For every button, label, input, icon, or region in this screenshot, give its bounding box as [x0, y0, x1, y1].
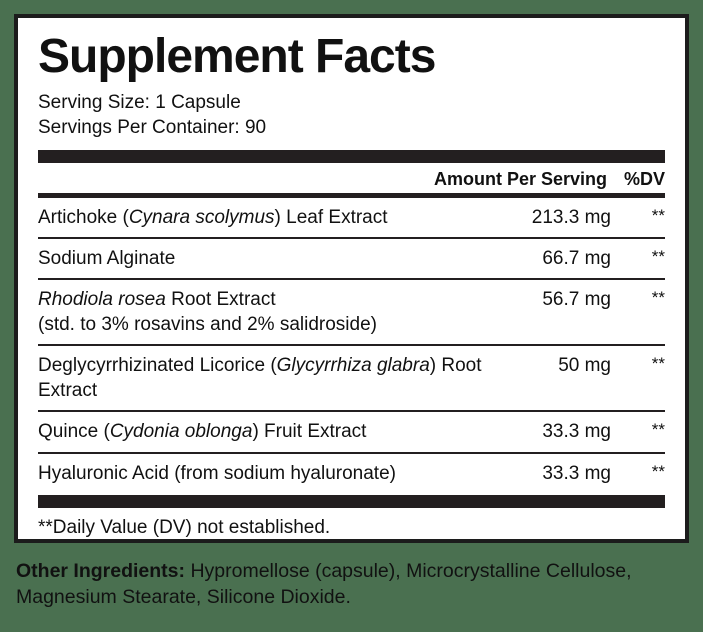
table-row: Deglycyrrhizinated Licorice (Glycyrrhiza…: [38, 346, 665, 410]
divider-thick-bottom: [38, 494, 665, 508]
panel-inner: Supplement Facts Serving Size: 1 Capsule…: [18, 30, 685, 539]
other-ingredients-label: Other Ingredients:: [16, 560, 186, 582]
serving-info: Serving Size: 1 Capsule Servings Per Con…: [38, 91, 665, 140]
table-row: Artichoke (Cynara scolymus) Leaf Extract…: [38, 198, 665, 237]
ingredient-name-pre: Hyaluronic Acid (from sodium hyaluronate…: [38, 462, 396, 484]
divider-thick-top: [38, 150, 665, 164]
ingredient-name: Artichoke (Cynara scolymus) Leaf Extract: [38, 205, 493, 230]
ingredient-standardization: (std. to 3% rosavins and 2% salidroside): [38, 314, 377, 336]
divider-row: [38, 344, 665, 347]
divider-medium-header: [38, 193, 665, 199]
ingredient-name-scientific: Cydonia oblonga: [109, 421, 253, 443]
ingredient-name-scientific: Cynara scolymus: [128, 207, 275, 229]
table-row: Rhodiola rosea Root Extract (std. to 3% …: [38, 280, 665, 344]
divider-row: [38, 451, 665, 454]
ingredient-name-post: Root Extract: [165, 289, 276, 311]
ingredient-name: Quince (Cydonia oblonga) Fruit Extract: [38, 419, 493, 444]
ingredient-name-pre: Deglycyrrhizinated Licorice (: [38, 355, 277, 377]
ingredient-percent-dv: **: [651, 354, 665, 374]
ingredient-percent-dv: **: [651, 247, 665, 267]
ingredient-percent-dv: **: [651, 206, 665, 226]
header-amount-per-serving: Amount Per Serving: [433, 169, 607, 190]
page-title: Supplement Facts: [38, 30, 436, 83]
ingredient-name-pre: Sodium Alginate: [38, 248, 176, 270]
table-row: Hyaluronic Acid (from sodium hyaluronate…: [38, 454, 665, 493]
ingredient-name-line: Rhodiola rosea Root Extract: [38, 287, 493, 312]
table-row: Quince (Cydonia oblonga) Fruit Extract 3…: [38, 412, 665, 451]
other-ingredients: Other Ingredients: Hypromellose (capsule…: [16, 559, 694, 611]
serving-size: Serving Size: 1 Capsule: [38, 92, 241, 114]
ingredient-name-scientific: Glycyrrhiza glabra: [276, 355, 430, 377]
daily-value-footnote: **Daily Value (DV) not established.: [38, 516, 331, 538]
divider-row: [38, 278, 665, 281]
table-row: Sodium Alginate 66.7 mg **: [38, 239, 665, 278]
ingredient-percent-dv: **: [651, 461, 665, 481]
ingredient-amount: 56.7 mg: [542, 289, 611, 311]
ingredient-amount: 50 mg: [558, 355, 611, 377]
ingredient-amount: 33.3 mg: [542, 462, 611, 484]
ingredient-name: Hyaluronic Acid (from sodium hyaluronate…: [38, 461, 493, 486]
ingredient-name-post: ) Fruit Extract: [252, 421, 367, 443]
ingredient-name-scientific: Rhodiola rosea: [38, 289, 166, 311]
ingredient-name-pre: Artichoke (: [38, 207, 129, 229]
ingredient-name: Rhodiola rosea Root Extract (std. to 3% …: [38, 287, 493, 337]
ingredient-name: Deglycyrrhizinated Licorice (Glycyrrhiza…: [38, 353, 519, 403]
ingredient-name-post: ) Root Extract: [38, 355, 482, 402]
ingredient-amount: 66.7 mg: [542, 248, 611, 270]
ingredient-percent-dv: **: [651, 288, 665, 308]
divider-row: [38, 410, 665, 413]
ingredient-name-pre: Quince (: [38, 421, 110, 443]
table-header-row: Amount Per Serving %DV: [38, 163, 665, 193]
divider-row: [38, 237, 665, 240]
header-percent-dv: %DV: [623, 169, 665, 190]
ingredient-name: Sodium Alginate: [38, 246, 493, 271]
ingredient-amount: 33.3 mg: [542, 421, 611, 443]
ingredient-name-post: ) Leaf Extract: [274, 207, 388, 229]
supplement-facts-panel: Supplement Facts Serving Size: 1 Capsule…: [14, 14, 689, 543]
servings-per-container: Servings Per Container: 90: [38, 116, 267, 138]
other-ingredients-text: Hypromellose (capsule), Microcrystalline…: [16, 560, 632, 608]
ingredient-percent-dv: **: [651, 420, 665, 440]
ingredient-amount: 213.3 mg: [531, 207, 611, 229]
